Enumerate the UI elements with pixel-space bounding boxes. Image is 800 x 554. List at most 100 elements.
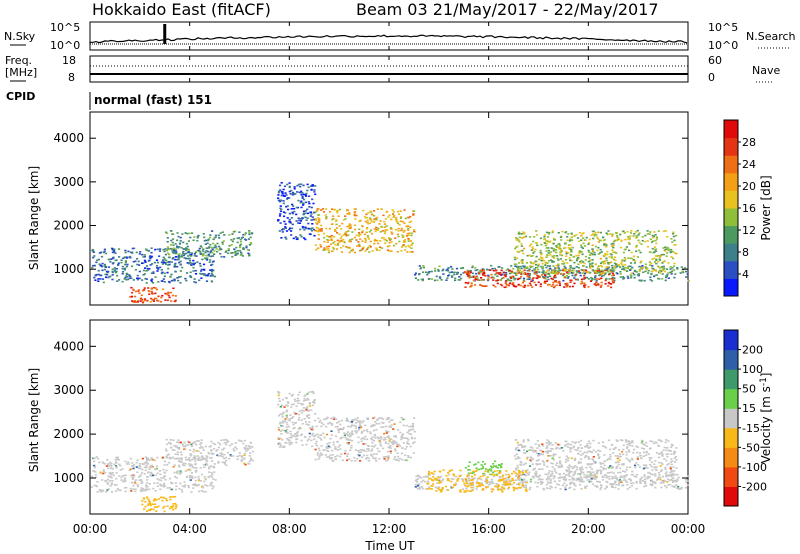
echo-cell [143,254,146,256]
echo-cell [570,259,573,262]
echo-cell [141,487,145,490]
echo-cell [210,264,213,266]
echo-cell [622,251,625,254]
echo-cell [104,471,107,474]
echo-cell [338,208,341,211]
echo-cell [480,468,483,470]
echo-cell [193,281,196,283]
echo-cell [311,426,314,429]
echo-cell [574,458,577,460]
echo-cell [169,439,172,441]
echo-cell [209,243,212,246]
echo-cell [200,473,204,476]
echo-cell [200,439,203,441]
echo-cell [93,276,96,279]
echo-cell [654,270,658,272]
echo-cell [416,478,419,480]
echo-cell [150,457,153,459]
echo-cell [475,275,478,278]
echo-cell [687,480,690,482]
echo-cell [123,278,126,280]
echo-cell [285,421,288,424]
echo-cell [461,478,464,480]
echo-cell [178,457,181,460]
power-echo-layer [91,182,690,304]
echo-cell [482,472,485,475]
echo-cell [568,270,571,273]
echo-cell [219,443,222,446]
echo-cell [582,242,585,245]
echo-cell [129,468,132,470]
echo-cell [421,487,424,490]
echo-cell [234,230,237,233]
echo-cell [116,487,119,490]
echo-cell [429,487,432,490]
echo-cell [356,245,359,247]
echo-cell [193,254,196,257]
echo-cell [196,236,199,239]
echo-cell [495,279,498,282]
echo-cell [132,488,135,490]
echo-cell [176,470,179,472]
echo-cell [213,253,216,255]
echo-cell [386,430,389,433]
echo-cell [380,436,383,438]
echo-cell [287,425,290,428]
echo-cell [607,261,610,264]
echo-cell [431,479,434,482]
echo-cell [195,467,198,469]
echo-cell [556,243,559,246]
echo-cell [279,442,282,445]
echo-cell [480,269,483,272]
echo-cell [308,403,311,405]
echo-cell [164,448,168,451]
echo-cell [512,470,516,473]
echo-cell [360,426,363,429]
echo-cell [123,479,126,481]
echo-cell [470,282,473,285]
echo-cell [608,282,611,285]
echo-cell [553,480,556,483]
echo-cell [394,218,398,221]
echo-cell [557,271,560,274]
echo-cell [523,446,526,448]
echo-cell [359,424,362,427]
echo-cell [521,281,524,284]
echo-cell [638,249,641,252]
echo-cell [308,432,311,435]
echo-cell [473,276,476,279]
echo-cell [160,477,163,479]
echo-cell [97,269,100,272]
echo-cell [592,459,595,461]
echo-cell [571,267,574,270]
echo-cell [118,463,121,466]
echo-cell [453,483,456,486]
echo-cell [224,251,227,253]
echo-cell [551,448,554,450]
echo-cell [532,252,535,254]
echo-cell [364,424,367,427]
echo-cell [505,484,508,486]
echo-cell [547,260,551,262]
echo-cell [94,279,97,281]
echo-cell [659,452,662,454]
echo-cell [466,482,469,485]
echo-cell [514,447,518,450]
echo-cell [180,458,183,460]
echo-cell [512,482,516,484]
noise-sky-trace [89,34,688,44]
echo-cell [557,477,560,479]
echo-cell [239,244,242,247]
echo-cell [107,270,110,273]
echo-cell [309,185,313,187]
echo-cell [552,238,556,241]
echo-cell [229,455,232,457]
echo-cell [202,254,205,257]
echo-cell [587,243,590,246]
echo-cell [112,250,115,252]
echo-cell [118,475,121,477]
echo-cell [575,479,578,482]
echo-cell [466,485,469,488]
echo-cell [195,440,199,442]
